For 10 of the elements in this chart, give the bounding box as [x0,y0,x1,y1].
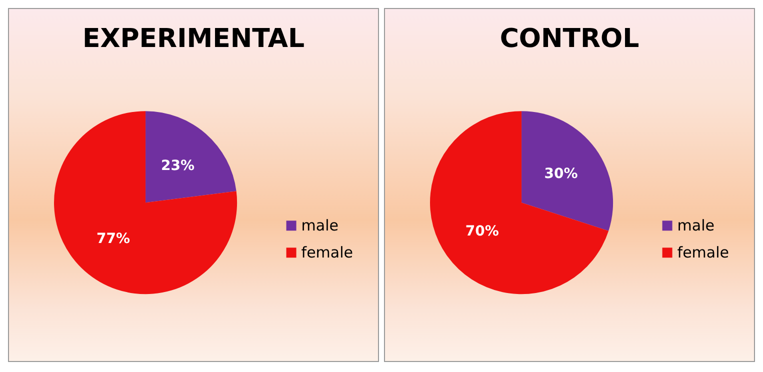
legend-label: male [301,216,338,235]
data-label: 70% [465,223,499,240]
chart-title: CONTROL [500,24,640,54]
data-label: 23% [161,158,195,174]
legend-label: female [301,244,354,262]
legend-label: female [677,244,730,262]
legend-label: male [677,216,714,235]
data-label: 77% [96,231,130,248]
chart-title: EXPERIMENTAL [82,24,305,54]
data-label: 30% [544,166,578,182]
